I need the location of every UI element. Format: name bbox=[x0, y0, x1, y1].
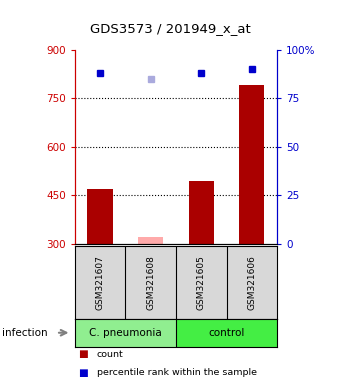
Text: percentile rank within the sample: percentile rank within the sample bbox=[97, 368, 257, 377]
Text: count: count bbox=[97, 350, 124, 359]
Bar bbox=[138, 237, 163, 244]
Text: GSM321608: GSM321608 bbox=[146, 255, 155, 310]
Text: GSM321606: GSM321606 bbox=[247, 255, 256, 310]
Text: infection: infection bbox=[2, 328, 47, 338]
Text: control: control bbox=[208, 328, 245, 338]
Text: C. pneumonia: C. pneumonia bbox=[89, 328, 162, 338]
Bar bbox=[87, 189, 113, 244]
Bar bbox=[75, 319, 176, 347]
Text: ■: ■ bbox=[78, 368, 88, 378]
Bar bbox=[189, 181, 214, 244]
Bar bbox=[239, 86, 265, 244]
Text: GDS3573 / 201949_x_at: GDS3573 / 201949_x_at bbox=[90, 22, 250, 35]
Text: GSM321605: GSM321605 bbox=[197, 255, 206, 310]
Text: ■: ■ bbox=[78, 349, 88, 359]
Bar bbox=[176, 319, 277, 347]
Text: GSM321607: GSM321607 bbox=[96, 255, 105, 310]
